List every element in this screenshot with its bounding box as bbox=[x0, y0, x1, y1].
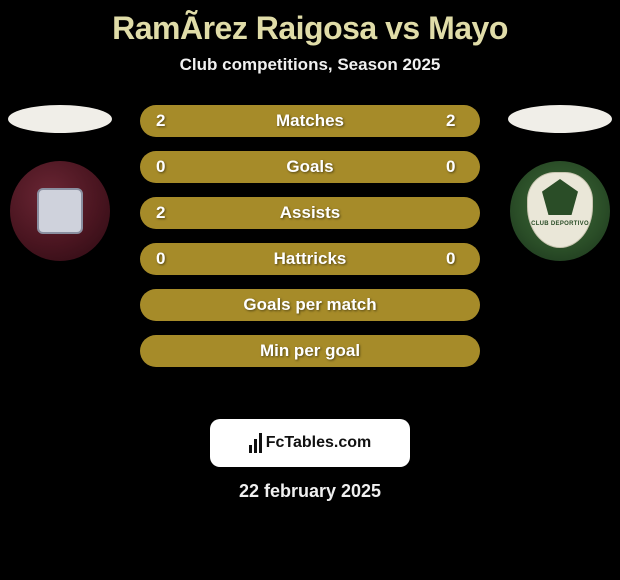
stat-label: Assists bbox=[280, 203, 340, 223]
chico-fc-crest bbox=[10, 161, 110, 261]
bar-chart-icon bbox=[249, 433, 262, 453]
player-right-photo-placeholder bbox=[508, 105, 612, 133]
brand-text: FcTables.com bbox=[266, 434, 372, 452]
stats-bars: 2 Matches 2 0 Goals 0 2 Assists 0 Hattri… bbox=[140, 105, 480, 367]
stat-right-value: 0 bbox=[446, 157, 464, 177]
stat-row-matches: 2 Matches 2 bbox=[140, 105, 480, 137]
stat-right-value: 0 bbox=[446, 249, 464, 269]
la-equidad-inner-text: CLUB DEPORTIVO bbox=[531, 221, 589, 227]
stat-right-value: 2 bbox=[446, 111, 464, 131]
stat-label: Hattricks bbox=[274, 249, 347, 269]
player-left-column bbox=[0, 105, 120, 261]
stat-left-value: 2 bbox=[156, 203, 174, 223]
comparison-area: CLUB DEPORTIVO 2 Matches 2 0 Goals 0 2 A… bbox=[0, 105, 620, 405]
page-title: RamÃ­rez Raigosa vs Mayo bbox=[0, 0, 620, 47]
stat-label: Goals bbox=[286, 157, 333, 177]
fctables-logo: FcTables.com bbox=[249, 433, 372, 453]
stat-left-value: 0 bbox=[156, 249, 174, 269]
subtitle: Club competitions, Season 2025 bbox=[0, 55, 620, 75]
player-left-photo-placeholder bbox=[8, 105, 112, 133]
stat-row-assists: 2 Assists bbox=[140, 197, 480, 229]
stat-label: Min per goal bbox=[260, 341, 360, 361]
la-equidad-inner-shape bbox=[542, 179, 578, 215]
stat-left-value: 2 bbox=[156, 111, 174, 131]
stat-row-min-per-goal: Min per goal bbox=[140, 335, 480, 367]
fctables-brand-box[interactable]: FcTables.com bbox=[210, 419, 410, 467]
stat-label: Matches bbox=[276, 111, 344, 131]
la-equidad-crest: CLUB DEPORTIVO bbox=[510, 161, 610, 261]
stat-row-goals: 0 Goals 0 bbox=[140, 151, 480, 183]
stat-row-goals-per-match: Goals per match bbox=[140, 289, 480, 321]
stat-row-hattricks: 0 Hattricks 0 bbox=[140, 243, 480, 275]
stat-left-value: 0 bbox=[156, 157, 174, 177]
stat-label: Goals per match bbox=[243, 295, 376, 315]
player-right-column: CLUB DEPORTIVO bbox=[500, 105, 620, 261]
date-text: 22 february 2025 bbox=[0, 481, 620, 502]
